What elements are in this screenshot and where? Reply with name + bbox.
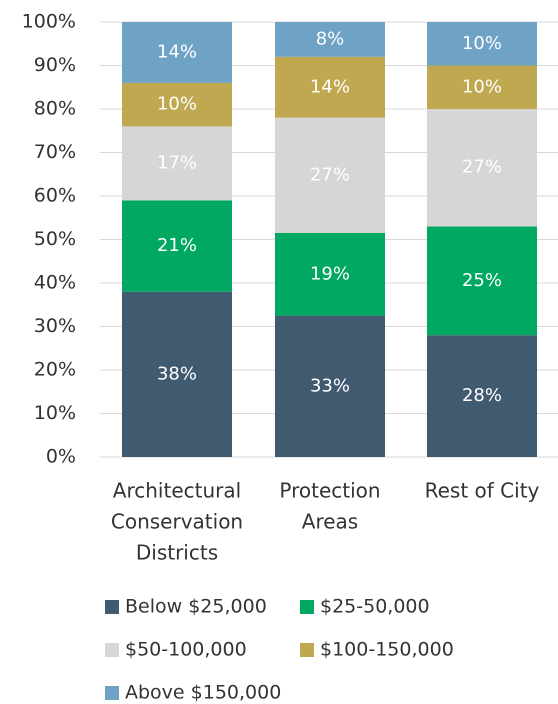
data-label: 27% — [462, 157, 502, 178]
bar-segment — [275, 315, 385, 457]
legend-label: $25-50,000 — [320, 596, 430, 618]
bar-segment — [427, 22, 537, 66]
x-tick-label: Areas — [302, 510, 358, 534]
bar-segment — [275, 56, 385, 118]
legend-swatch — [300, 643, 314, 657]
legend-label: Above $150,000 — [125, 682, 281, 704]
data-label: 38% — [157, 363, 197, 384]
y-tick-label: 90% — [34, 54, 76, 76]
bar-segment — [275, 232, 385, 316]
data-label: 21% — [157, 235, 197, 256]
y-tick-label: 30% — [34, 315, 76, 337]
y-tick-label: 80% — [34, 98, 76, 120]
data-label: 19% — [310, 263, 350, 284]
y-tick-label: 100% — [22, 11, 76, 33]
x-tick-label: Architectural — [113, 479, 241, 503]
bar-segment — [122, 200, 232, 292]
data-label: 14% — [310, 76, 350, 97]
data-label: 10% — [462, 33, 502, 54]
legend-swatch — [105, 600, 119, 614]
y-tick-label: 70% — [34, 141, 76, 163]
y-tick-label: 10% — [34, 402, 76, 424]
data-label: 28% — [462, 385, 502, 406]
data-label: 33% — [310, 375, 350, 396]
y-tick-label: 60% — [34, 185, 76, 207]
bar-segment — [427, 335, 537, 457]
x-tick-label: Districts — [136, 541, 218, 565]
y-tick-label: 0% — [46, 446, 76, 468]
y-tick-label: 40% — [34, 272, 76, 294]
y-tick-label: 50% — [34, 228, 76, 250]
bar-segment — [275, 22, 385, 57]
legend-swatch — [105, 686, 119, 700]
x-tick-label: Rest of City — [425, 479, 540, 503]
data-label: 10% — [462, 76, 502, 97]
x-tick-label: Conservation — [111, 510, 243, 534]
legend-swatch — [300, 600, 314, 614]
bar-segment — [427, 65, 537, 109]
y-tick-label: 20% — [34, 359, 76, 381]
data-label: 10% — [157, 94, 197, 115]
bar-segment — [122, 126, 232, 201]
bar-segment — [275, 117, 385, 233]
data-label: 17% — [157, 152, 197, 173]
data-label: 27% — [310, 164, 350, 185]
legend-label: $50-100,000 — [125, 639, 247, 661]
data-label: 8% — [316, 28, 345, 49]
data-label: 14% — [157, 41, 197, 62]
legend-label: Below $25,000 — [125, 596, 267, 618]
bar-segment — [122, 82, 232, 127]
bar-segment — [122, 291, 232, 457]
bar-segment — [427, 109, 537, 227]
data-label: 25% — [462, 270, 502, 291]
legend-swatch — [105, 643, 119, 657]
x-tick-label: Protection — [279, 479, 380, 503]
bar-segment — [427, 226, 537, 336]
bar-segment — [122, 22, 232, 83]
legend-label: $100-150,000 — [320, 639, 454, 661]
